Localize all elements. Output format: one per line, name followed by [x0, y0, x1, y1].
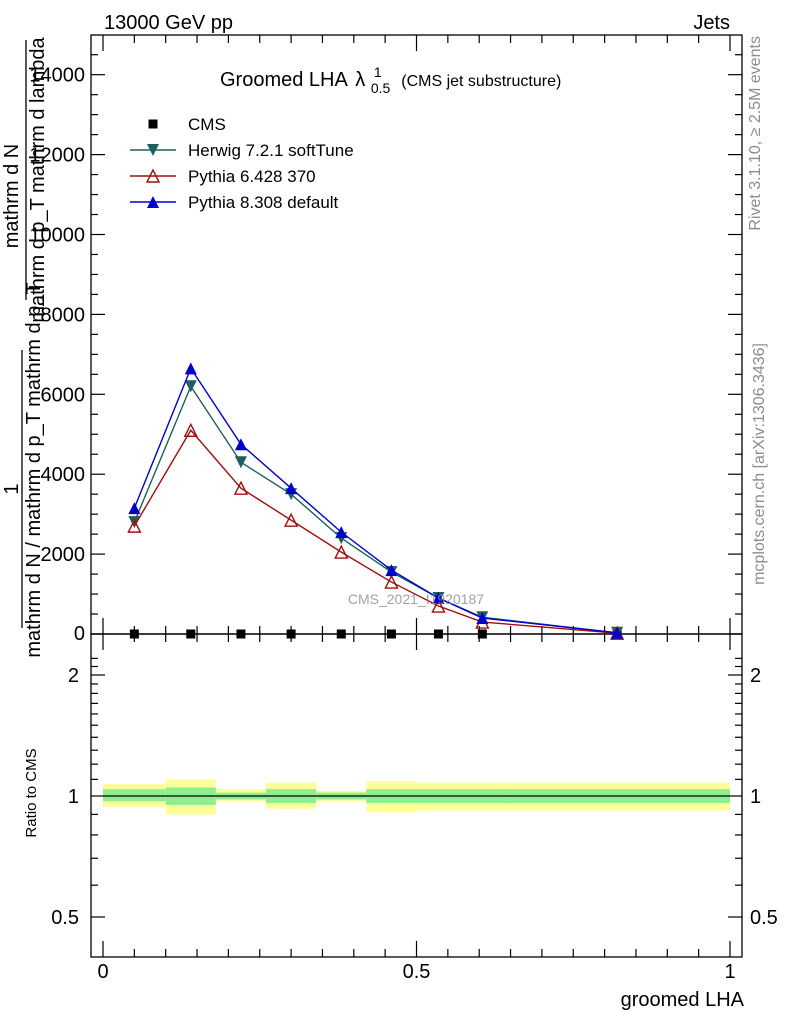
- watermark: CMS_2021_I1920187: [348, 591, 484, 607]
- mcplots-label: mcplots.cern.ch [arXiv:1306.3436]: [751, 343, 768, 585]
- legend-label-herwig: Herwig 7.2.1 softTune: [188, 141, 354, 160]
- y-axis-label-one: 1: [1, 483, 23, 494]
- legend-label-pythia8: Pythia 8.308 default: [188, 193, 339, 212]
- energy-label: 13000 GeV pp: [104, 12, 233, 34]
- point-pythia8: [476, 612, 489, 625]
- legend-label-pythia6: Pythia 6.428 370: [188, 167, 316, 186]
- point-cms: [286, 629, 296, 639]
- point-pythia6: [127, 518, 142, 533]
- point-pythia6: [183, 422, 198, 437]
- y-axis-label-denominator: mathrm d N / mathrm d p_T mathrm d p_T: [23, 282, 45, 657]
- y-tick-label: 8000: [41, 304, 86, 326]
- point-cms: [186, 629, 196, 639]
- point-cms: [477, 629, 487, 639]
- point-pythia8: [128, 502, 141, 515]
- point-pythia8: [611, 626, 624, 639]
- y-tick-label-zero: 0: [74, 623, 85, 645]
- y-axis-label-numerator-top: mathrm d N: [1, 144, 23, 248]
- ratio-y-tick-label-right: 2: [750, 665, 761, 687]
- point-cms: [129, 629, 139, 639]
- point-pythia6: [334, 544, 349, 559]
- point-pythia8: [234, 438, 247, 451]
- y-tick-label: 14000: [29, 65, 85, 87]
- series-line-pythia6: [133, 429, 618, 634]
- ratio-axis-label: Ratio to CMS: [23, 748, 40, 837]
- y-axis-label: 1 mathrm d N / mathrm d p_T mathrm d p_T…: [1, 36, 49, 657]
- ratio-y-tick-label-left: 1: [68, 786, 79, 808]
- ratio-y-tick-label-right: 1: [750, 786, 761, 808]
- point-pythia8: [432, 592, 445, 605]
- ratio-y-tick-label-left: 0.5: [51, 907, 79, 929]
- y-tick-label: 10000: [29, 225, 85, 247]
- data-series: [127, 362, 625, 640]
- point-pythia6: [283, 512, 299, 527]
- point-cms: [386, 629, 396, 639]
- legend: CMS Herwig 7.2.1 softTune Pythia 6.428 370…: [130, 115, 354, 212]
- point-pythia6: [384, 574, 399, 589]
- ratio-bands: [103, 779, 730, 815]
- point-cms: [433, 629, 443, 639]
- ratio-y-tick-label-left: 2: [68, 665, 79, 687]
- rivet-version-label: Rivet 3.1.10, ≥ 2.5M events: [747, 36, 764, 231]
- y-tick-label: 4000: [41, 464, 86, 486]
- y-tick-label: 6000: [41, 384, 86, 406]
- point-cms: [336, 629, 346, 639]
- point-herwig: [234, 456, 247, 469]
- plot-title: Groomed LHA λ 0.5 1 (CMS jet substructur…: [220, 60, 561, 98]
- point-pythia8: [285, 482, 298, 495]
- point-pythia6: [233, 480, 249, 495]
- legend-marker-cms: [148, 119, 158, 129]
- process-label: Jets: [693, 12, 730, 34]
- point-cms: [236, 629, 246, 639]
- legend-marker-pythia8: [147, 196, 159, 208]
- legend-marker-herwig: [147, 144, 159, 156]
- point-pythia8: [184, 362, 197, 375]
- y-tick-label: 2000: [41, 544, 86, 566]
- x-tick-label: 0: [97, 961, 108, 983]
- x-tick-label: 1: [724, 961, 735, 983]
- point-pythia8: [385, 564, 398, 577]
- axis-ticks: 2000 4000 6000 8000 10000 12000 14000 0 0 0.5 1 0.5…: [29, 35, 778, 983]
- point-pythia6: [431, 598, 446, 613]
- point-herwig: [184, 380, 197, 393]
- legend-label-cms: CMS: [188, 115, 226, 134]
- ratio-y-tick-label-right: 0.5: [750, 907, 778, 929]
- y-tick-label: 12000: [29, 145, 85, 167]
- y-axis-label-numerator-bottom: mathrm d p_T mathrm d lambda: [27, 36, 49, 322]
- point-herwig: [128, 516, 141, 529]
- x-tick-label: 0.5: [403, 961, 431, 983]
- point-pythia8: [335, 526, 348, 539]
- x-axis-label: groomed LHA: [621, 989, 745, 1011]
- ratio-band-inner: [103, 789, 166, 802]
- legend-marker-pythia6: [145, 168, 161, 183]
